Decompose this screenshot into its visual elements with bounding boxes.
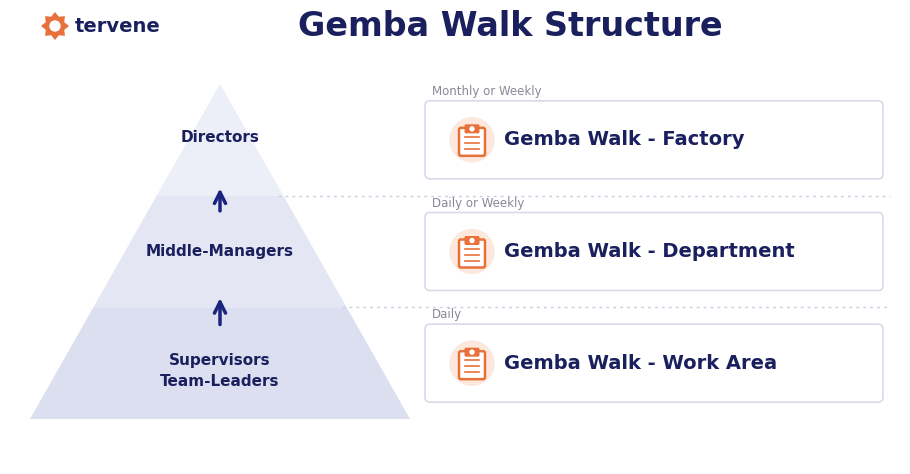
Polygon shape bbox=[41, 12, 69, 40]
FancyBboxPatch shape bbox=[464, 236, 480, 245]
Text: Directors: Directors bbox=[180, 130, 259, 146]
Polygon shape bbox=[157, 84, 283, 196]
Text: Daily or Weekly: Daily or Weekly bbox=[432, 197, 524, 210]
FancyBboxPatch shape bbox=[425, 212, 883, 291]
FancyBboxPatch shape bbox=[464, 124, 480, 133]
Circle shape bbox=[470, 350, 474, 354]
Text: Gemba Walk - Department: Gemba Walk - Department bbox=[504, 242, 794, 261]
Circle shape bbox=[470, 238, 474, 243]
FancyBboxPatch shape bbox=[459, 351, 485, 379]
FancyBboxPatch shape bbox=[464, 347, 480, 356]
Text: Monthly or Weekly: Monthly or Weekly bbox=[432, 85, 541, 98]
Circle shape bbox=[50, 21, 60, 31]
FancyBboxPatch shape bbox=[459, 128, 485, 156]
Circle shape bbox=[450, 118, 494, 162]
Text: Daily: Daily bbox=[432, 308, 462, 321]
FancyBboxPatch shape bbox=[425, 324, 883, 402]
Text: Supervisors
Team-Leaders: Supervisors Team-Leaders bbox=[160, 353, 279, 389]
Text: Middle-Managers: Middle-Managers bbox=[146, 244, 294, 259]
Text: Gemba Walk - Factory: Gemba Walk - Factory bbox=[504, 130, 744, 149]
Text: Gemba Walk - Work Area: Gemba Walk - Work Area bbox=[504, 354, 777, 373]
Text: Gemba Walk Structure: Gemba Walk Structure bbox=[298, 9, 723, 43]
Text: tervene: tervene bbox=[75, 17, 161, 36]
Circle shape bbox=[450, 229, 494, 273]
Circle shape bbox=[470, 127, 474, 131]
Polygon shape bbox=[30, 307, 410, 419]
FancyBboxPatch shape bbox=[425, 101, 883, 179]
Polygon shape bbox=[94, 196, 347, 307]
Circle shape bbox=[450, 341, 494, 385]
FancyBboxPatch shape bbox=[459, 239, 485, 267]
